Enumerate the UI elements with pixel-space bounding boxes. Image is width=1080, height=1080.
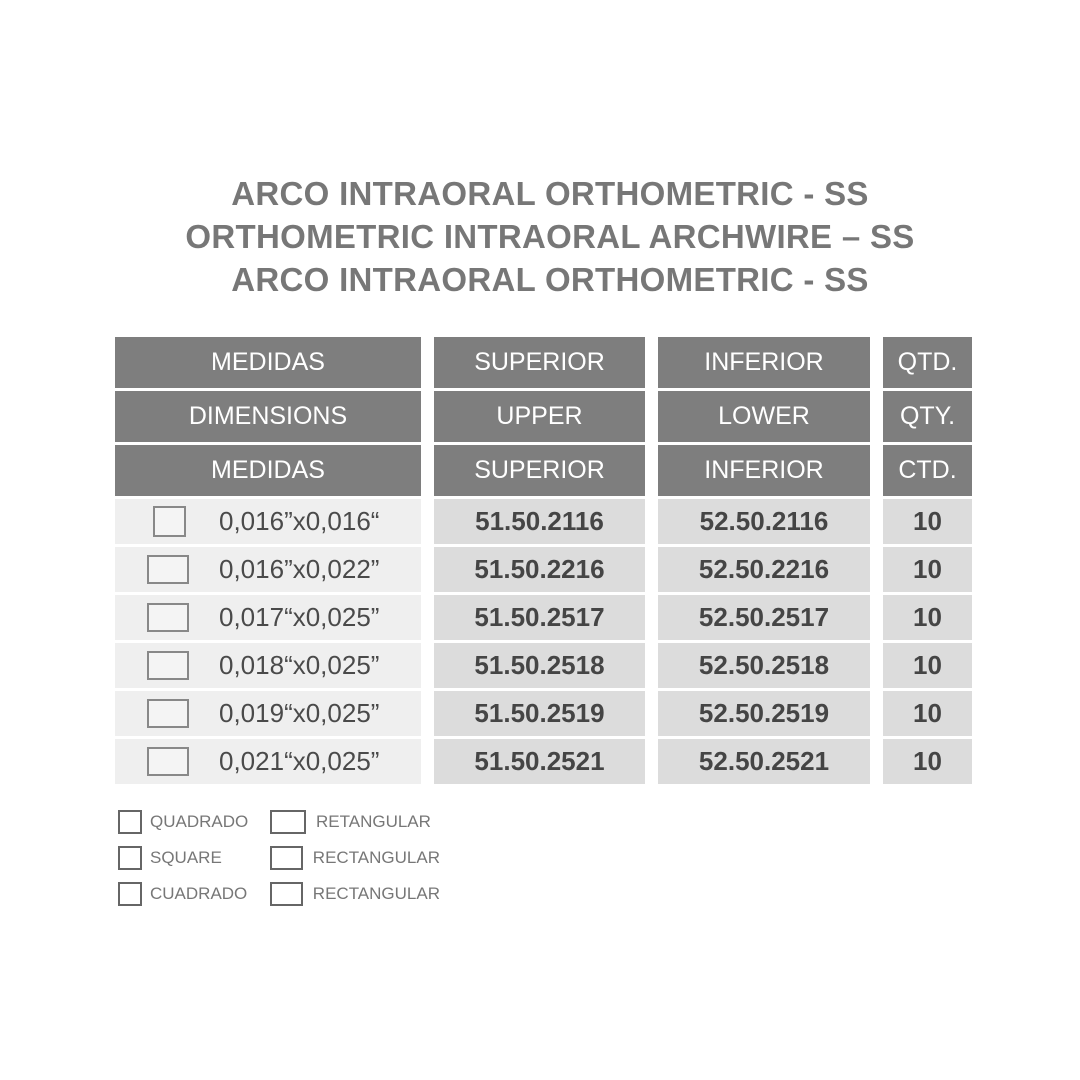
- cell-dimension: 0,018“x0,025”: [115, 643, 421, 688]
- cell-quantity: 10: [883, 499, 972, 544]
- header-upper: SUPERIOR: [434, 337, 645, 388]
- square-shape-icon: [118, 845, 142, 870]
- dimension-text: 0,016”x0,022”: [219, 554, 380, 584]
- header-dimensions: MEDIDAS: [115, 445, 421, 496]
- rectangular-shape-icon: [147, 651, 189, 680]
- legend-item-rectangular: RECTANGULAR: [270, 880, 440, 907]
- cell-dimension: 0,019“x0,025”: [115, 691, 421, 736]
- legend-label: RECTANGULAR: [312, 883, 440, 903]
- rectangular-shape-icon: [270, 809, 306, 834]
- legend-item-rectangular: RECTANGULAR: [270, 844, 440, 871]
- cell-quantity: 10: [883, 643, 972, 688]
- cell-dimension: 0,016”x0,016“: [115, 499, 421, 544]
- legend-label: CUADRADO: [150, 883, 248, 903]
- cell-upper-code: 51.50.2521: [434, 739, 645, 784]
- header-lower: LOWER: [658, 391, 870, 442]
- cell-lower-code: 52.50.2519: [658, 691, 870, 736]
- cell-upper-code: 51.50.2116: [434, 499, 645, 544]
- header-upper: SUPERIOR: [434, 445, 645, 496]
- cell-dimension: 0,016”x0,022”: [115, 547, 421, 592]
- header-lower: INFERIOR: [658, 337, 870, 388]
- legend-item-rectangular: RETANGULAR: [270, 808, 440, 835]
- legend-item-square: QUADRADO: [118, 808, 270, 835]
- title-en: ORTHOMETRIC INTRAORAL ARCHWIRE – SS: [185, 218, 915, 255]
- cell-dimension: 0,017“x0,025”: [115, 595, 421, 640]
- dimension-text: 0,018“x0,025”: [219, 650, 380, 680]
- product-table: MEDIDAS SUPERIOR INFERIOR QTD. DIMENSIONS UPP…: [115, 337, 972, 784]
- cell-quantity: 10: [883, 691, 972, 736]
- title-block: ARCO INTRAORAL ORTHOMETRIC - SS ORTHOMET…: [0, 172, 1080, 301]
- cell-lower-code: 52.50.2518: [658, 643, 870, 688]
- rectangular-shape-icon: [270, 845, 303, 870]
- rectangular-shape-icon: [147, 555, 189, 584]
- cell-quantity: 10: [883, 595, 972, 640]
- cell-quantity: 10: [883, 547, 972, 592]
- cell-lower-code: 52.50.2216: [658, 547, 870, 592]
- rectangular-shape-icon: [147, 603, 189, 632]
- cell-dimension: 0,021“x0,025”: [115, 739, 421, 784]
- dimension-text: 0,019“x0,025”: [219, 698, 380, 728]
- shape-legend: QUADRADO RETANGULAR SQUARE RECTANGULAR CUADR…: [118, 808, 440, 907]
- rectangular-shape-icon: [147, 699, 189, 728]
- square-shape-icon: [153, 506, 186, 537]
- header-quantity: QTD.: [883, 337, 972, 388]
- cell-lower-code: 52.50.2116: [658, 499, 870, 544]
- cell-upper-code: 51.50.2216: [434, 547, 645, 592]
- cell-upper-code: 51.50.2517: [434, 595, 645, 640]
- header-lower: INFERIOR: [658, 445, 870, 496]
- legend-item-square: CUADRADO: [118, 880, 270, 907]
- rectangular-shape-icon: [270, 881, 303, 906]
- cell-upper-code: 51.50.2519: [434, 691, 645, 736]
- cell-quantity: 10: [883, 739, 972, 784]
- dimension-text: 0,017“x0,025”: [219, 602, 380, 632]
- legend-label: RETANGULAR: [316, 811, 431, 831]
- header-upper: UPPER: [434, 391, 645, 442]
- legend-label: QUADRADO: [150, 811, 249, 831]
- legend-item-square: SQUARE: [118, 844, 270, 871]
- header-dimensions: MEDIDAS: [115, 337, 421, 388]
- title-es: ARCO INTRAORAL ORTHOMETRIC - SS: [231, 261, 869, 298]
- header-dimensions: DIMENSIONS: [115, 391, 421, 442]
- header-quantity: CTD.: [883, 445, 972, 496]
- dimension-text: 0,016”x0,016“: [219, 506, 380, 536]
- cell-upper-code: 51.50.2518: [434, 643, 645, 688]
- cell-lower-code: 52.50.2521: [658, 739, 870, 784]
- rectangular-shape-icon: [147, 747, 189, 776]
- legend-label: SQUARE: [150, 847, 222, 867]
- header-quantity: QTY.: [883, 391, 972, 442]
- dimension-text: 0,021“x0,025”: [219, 746, 380, 776]
- square-shape-icon: [118, 809, 142, 834]
- square-shape-icon: [118, 881, 142, 906]
- title-pt: ARCO INTRAORAL ORTHOMETRIC - SS: [231, 175, 869, 212]
- legend-label: RECTANGULAR: [312, 847, 440, 867]
- cell-lower-code: 52.50.2517: [658, 595, 870, 640]
